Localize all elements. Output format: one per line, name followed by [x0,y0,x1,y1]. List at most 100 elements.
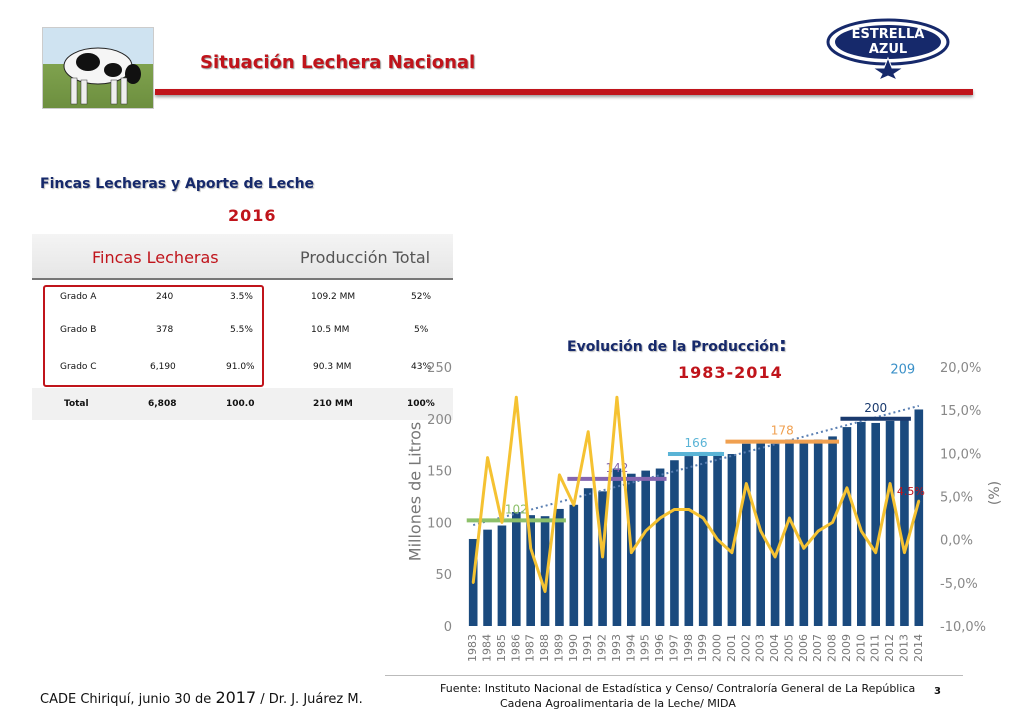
growth-point-1990 [572,503,576,507]
x-tick-2006: 2006 [797,634,810,662]
x-tick-2002: 2002 [739,634,752,662]
bar-1997 [670,460,679,626]
y-tick-50: 50 [435,568,452,583]
bar-1995 [641,470,650,626]
total-label: Total [64,399,89,409]
growth-point-2002 [745,482,748,485]
growth-point-2008 [831,521,834,524]
period-avg-label-166: 166 [685,436,708,450]
y2-tick-20,0%: 20,0% [940,361,981,376]
bar-1992 [598,491,607,626]
x-tick-1989: 1989 [552,634,565,662]
x-tick-1985: 1985 [495,634,508,662]
x-tick-2003: 2003 [754,634,767,662]
growth-point-2000 [716,538,719,541]
star-icon [871,56,905,82]
bar-2002 [742,443,751,626]
x-tick-1986: 1986 [509,634,522,662]
x-tick-2012: 2012 [883,634,896,662]
table-header [32,234,453,280]
total-row [32,388,453,420]
growth-point-2011 [874,551,877,554]
growth-point-2009 [845,486,849,490]
page-title: Situación Lechera Nacional [200,52,476,73]
growth-point-1984 [486,456,489,459]
growth-point-1997 [673,508,676,511]
y2-axis-label: (%) [987,480,1003,506]
bar-2012 [885,420,895,626]
x-tick-2004: 2004 [768,634,781,662]
bar-1984 [483,529,492,626]
growth-point-2014 [917,499,921,503]
bar-1991 [583,488,593,626]
x-tick-2000: 2000 [711,634,724,662]
bar-2008 [828,436,837,626]
bar-1987 [526,515,535,626]
footer-year: 2017 [215,688,257,707]
x-tick-1995: 1995 [639,634,652,662]
x-tick-1992: 1992 [596,634,609,662]
x-tick-1993: 1993 [610,634,623,662]
y-tick-150: 150 [427,465,452,480]
page-number: 3 [934,686,941,697]
grade-cell: Grado A [60,292,97,302]
chart-title-text: Evolución de la Producción [567,339,779,355]
x-tick-1997: 1997 [667,634,680,662]
bar-2005 [785,439,794,626]
growth-point-2012 [888,482,892,485]
y-tick-100: 100 [427,516,452,531]
brand-logo: ESTRELLA AZUL [826,18,951,82]
x-tick-2009: 2009 [840,634,853,662]
total-farms: 6,808 [148,399,177,409]
bar-2011 [871,422,880,626]
bar-2004 [770,443,780,626]
trend-line [472,404,920,527]
growth-point-1988 [543,590,547,593]
y-tick-200: 200 [427,413,452,428]
growth-point-2006 [802,547,806,550]
bar-2009 [842,427,852,626]
growth-point-1995 [644,529,647,533]
period-avg-label-102: 102 [505,502,528,516]
growth-point-2007 [816,529,820,533]
x-tick-2011: 2011 [869,634,882,662]
bar-2010 [857,421,866,626]
growth-point-1987 [529,547,532,550]
growth-point-1986 [515,396,518,399]
x-tick-1990: 1990 [567,634,580,662]
growth-point-2004 [773,555,777,559]
farms-pct-cell: 91.0% [226,362,255,372]
y2-tick--5,0%: -5,0% [940,577,978,592]
growth-line [471,395,921,593]
bar-2006 [799,441,809,626]
col-farms-header: Fincas Lecheras [92,248,219,267]
bar-1998 [684,456,694,626]
x-tick-2010: 2010 [854,634,867,662]
footer-divider [385,675,963,676]
farms-cell: 240 [156,292,174,302]
production-pct-cell: 52% [411,292,432,302]
grade-cell: Grado C [60,362,97,372]
y-tick-250: 250 [427,361,452,376]
y-axis-label: Millones de Litros [405,421,425,562]
growth-point-1996 [658,516,662,520]
x-tick-1984: 1984 [481,634,494,662]
x-tick-1987: 1987 [524,634,537,662]
farms-pct-cell: 5.5% [230,325,253,335]
y-tick-0: 0 [444,620,452,635]
growth-point-1993 [615,396,619,399]
growth-point-2001 [730,551,734,554]
x-tick-1999: 1999 [696,634,709,662]
bar-1986 [512,512,521,626]
bar-1999 [698,451,708,626]
title-underline [155,89,973,95]
production-cell: 10.5 MM [311,325,350,335]
bar-2014 [914,409,924,626]
y2-tick-5,0%: 5,0% [940,491,973,506]
production-pct-cell: 43% [411,362,432,372]
col-production-header: Producción Total [300,248,431,267]
x-tick-1996: 1996 [653,634,666,662]
x-tick-1994: 1994 [624,634,637,662]
growth-point-1991 [586,430,590,433]
